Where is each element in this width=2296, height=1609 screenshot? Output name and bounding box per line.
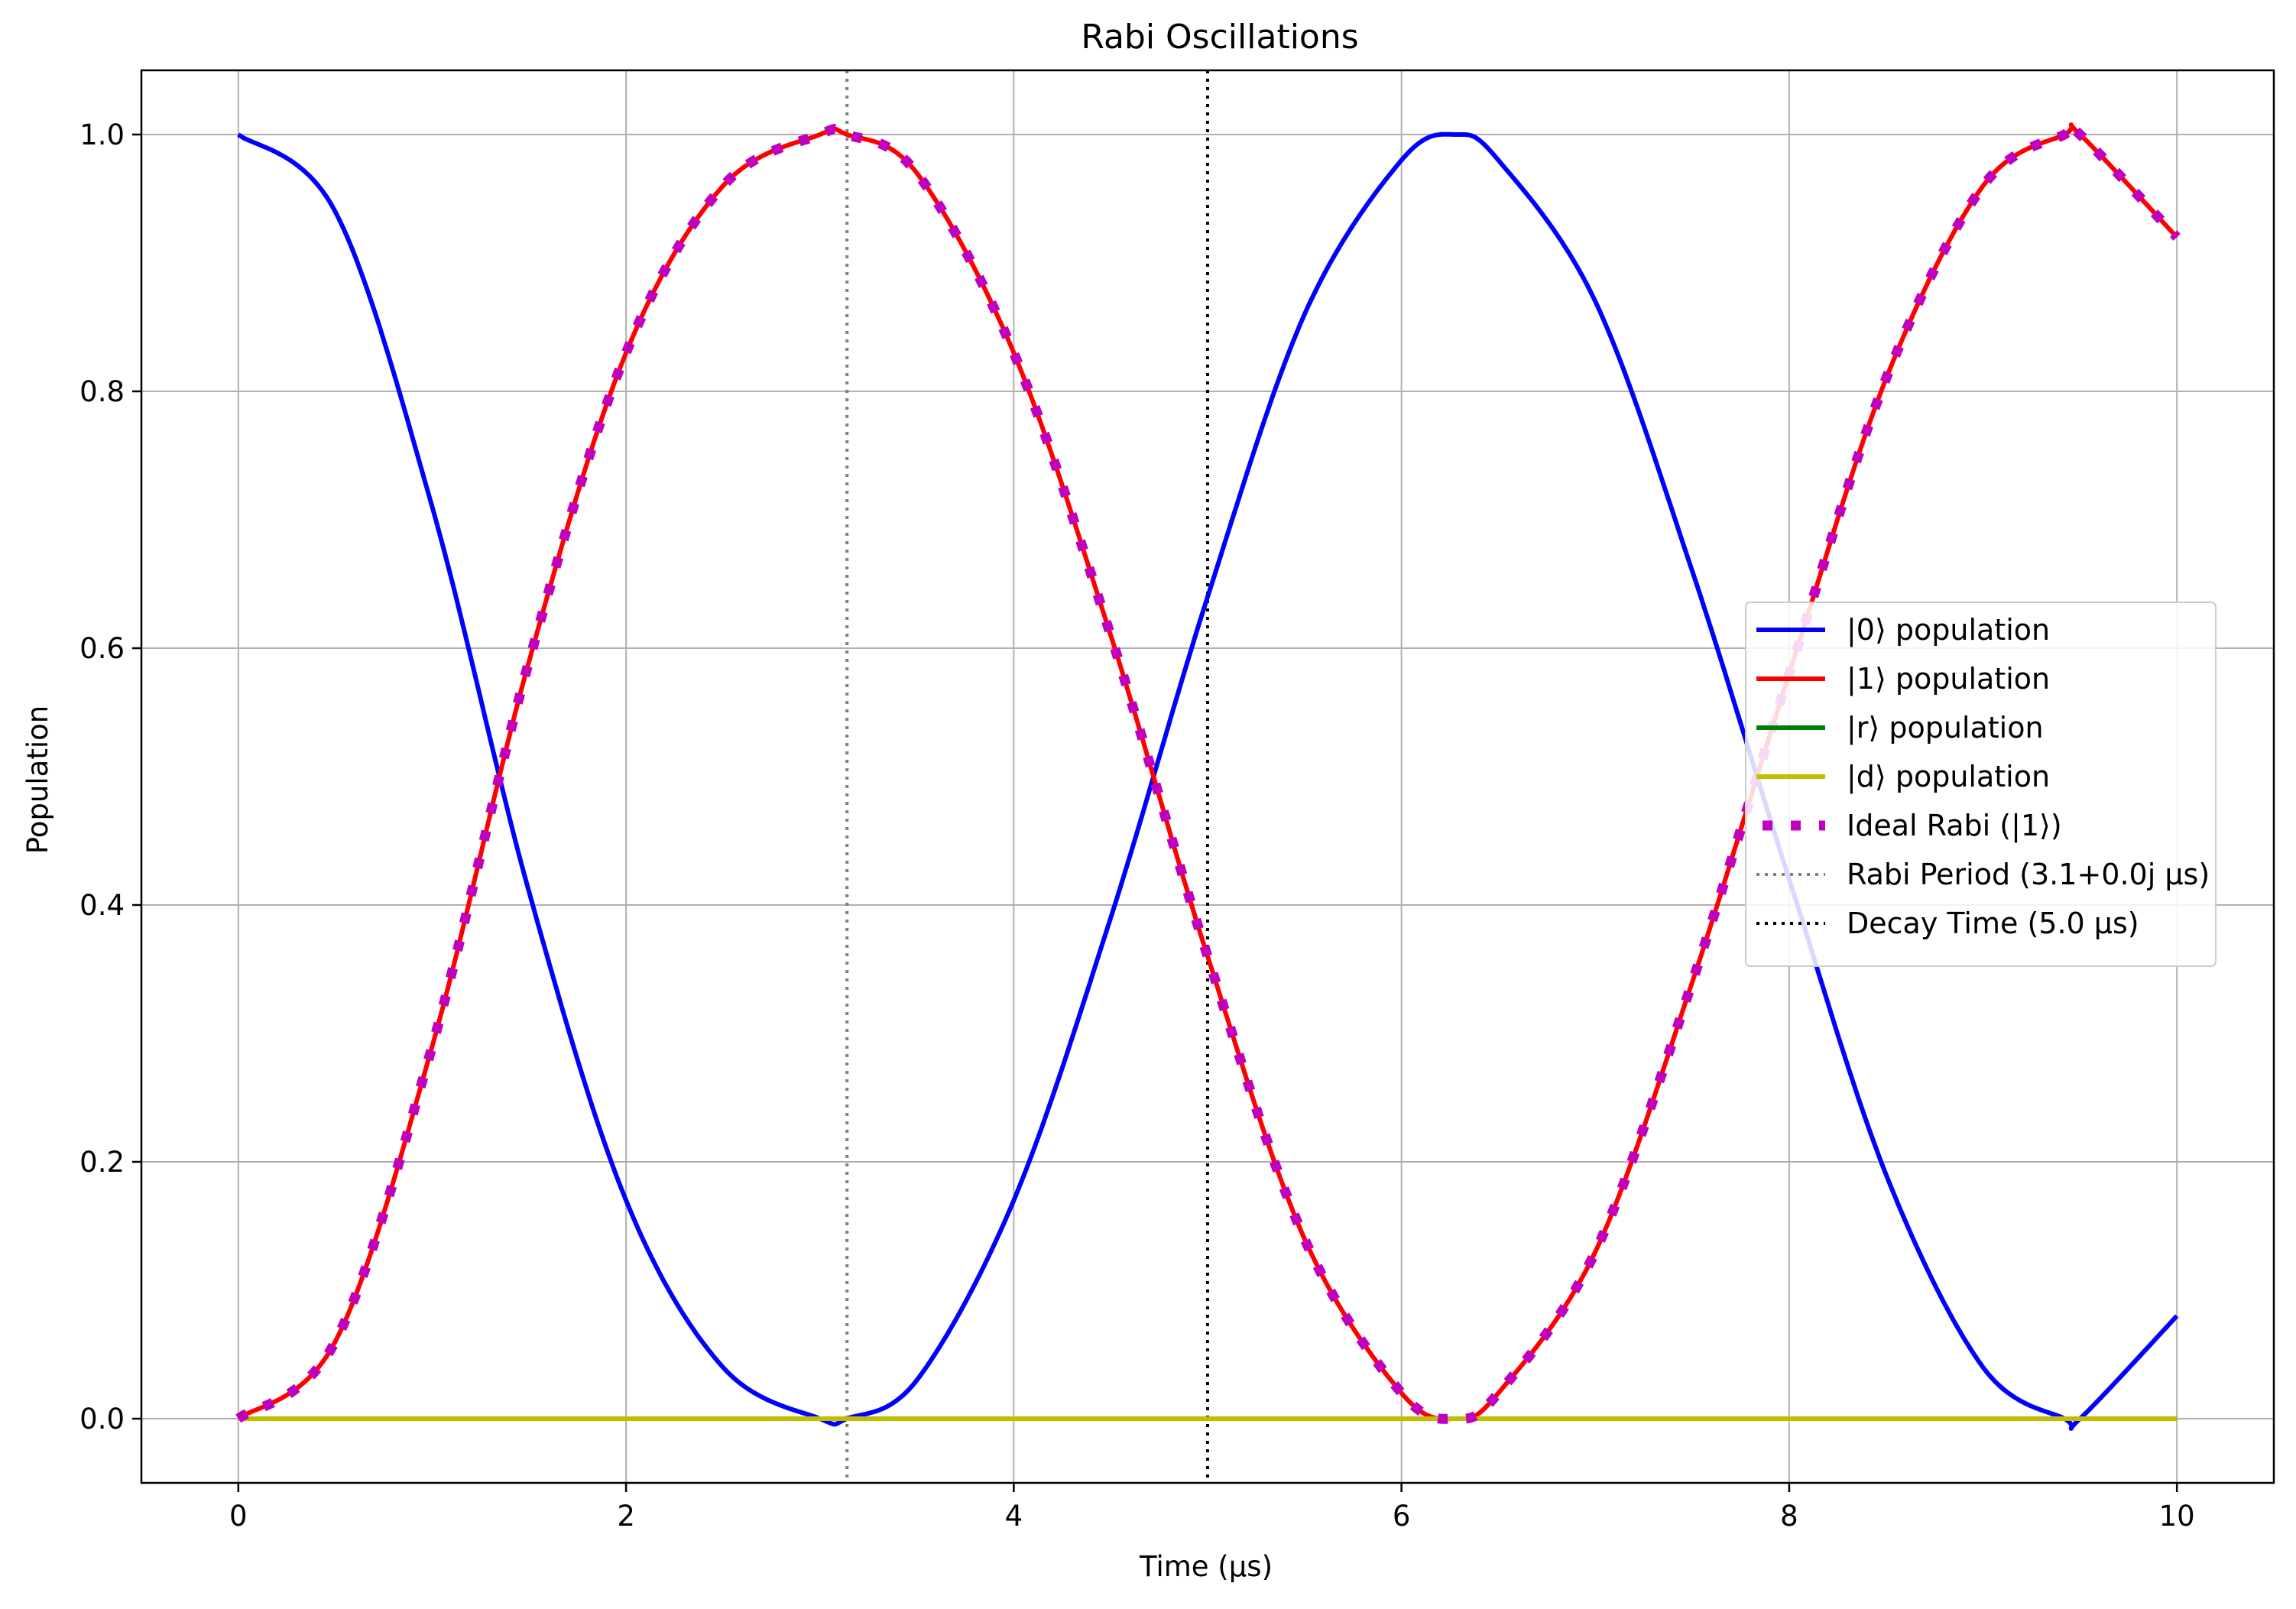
legend-label: |r⟩ population [1847,711,2044,745]
x-tick-label: 10 [2159,1500,2195,1533]
x-tick-label: 2 [617,1500,635,1533]
legend-box [1745,602,2217,967]
x-axis-label: Time (µs) [1139,1550,1273,1583]
axis-ticks: 0 2 4 6 8 10 0.0 0.2 0.4 0.6 0.8 1.0 [79,118,2195,1533]
y-tick-label: 1.0 [79,118,125,151]
x-tick-label: 8 [1780,1500,1798,1533]
series-lines [235,119,2181,1431]
y-axis-label: Population [21,706,54,854]
x-tick-label: 4 [1005,1500,1023,1533]
plot-frame [140,69,2275,1484]
series-line-4 [235,119,2181,1424]
x-tick-label: 6 [1393,1500,1411,1533]
y-tick-label: 0.0 [79,1403,125,1435]
legend-label: |0⟩ population [1847,613,2050,647]
legend-label: Rabi Period (3.1+0.0j µs) [1847,858,2210,891]
series-line-0 [237,131,2179,1431]
legend-label: |d⟩ population [1847,760,2050,794]
legend-label: Decay Time (5.0 µs) [1847,907,2139,940]
y-tick-label: 0.4 [79,889,125,922]
y-tick-label: 0.2 [79,1146,125,1179]
y-tick-label: 0.8 [79,375,125,408]
legend: |0⟩ population |1⟩ population |r⟩ populati… [1745,602,2217,967]
legend-label: Ideal Rabi (|1⟩) [1847,809,2062,843]
reference-lines [845,70,1209,1483]
chart-title: Rabi Oscillations [1081,18,1358,57]
y-tick-label: 0.6 [79,632,125,665]
x-tick-label: 0 [229,1500,248,1533]
legend-label: |1⟩ population [1847,662,2050,696]
